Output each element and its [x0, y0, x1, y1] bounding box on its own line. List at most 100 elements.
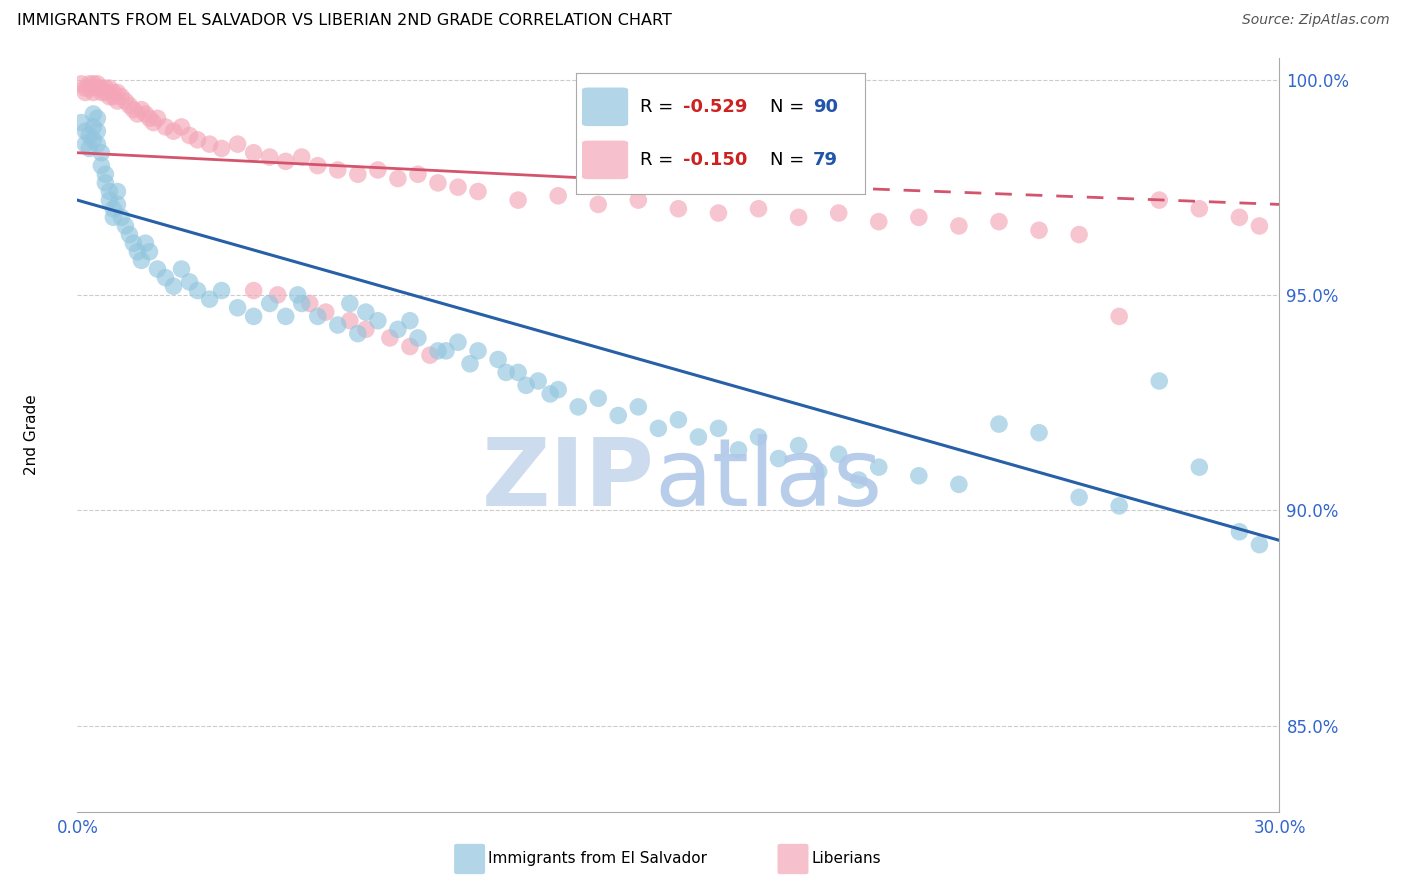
Point	[267, 288, 290, 302]
Point	[707, 421, 730, 435]
Point	[868, 460, 890, 475]
Point	[94, 86, 117, 100]
Point	[347, 167, 370, 181]
Point	[110, 89, 132, 103]
Point	[291, 150, 314, 164]
Point	[259, 150, 281, 164]
Point	[447, 180, 470, 194]
Point	[86, 137, 108, 152]
Point	[787, 211, 810, 225]
Point	[354, 305, 377, 319]
Point	[948, 219, 970, 233]
Point	[399, 340, 422, 354]
Point	[908, 211, 931, 225]
Point	[98, 193, 121, 207]
Point	[146, 262, 169, 277]
Point	[118, 98, 141, 112]
Point	[768, 451, 790, 466]
Point	[307, 310, 329, 324]
Point	[419, 348, 441, 362]
Point	[508, 365, 530, 379]
Point	[274, 154, 297, 169]
Point	[807, 465, 830, 479]
Point	[82, 86, 104, 100]
Point	[647, 421, 669, 435]
Point	[127, 107, 149, 121]
Point	[90, 86, 112, 100]
Point	[82, 77, 104, 91]
Point	[86, 77, 108, 91]
Point	[948, 477, 970, 491]
Point	[122, 236, 145, 251]
Point	[399, 314, 422, 328]
Point	[110, 211, 132, 225]
Text: 2nd Grade: 2nd Grade	[24, 394, 39, 475]
Point	[146, 112, 169, 126]
Point	[98, 185, 121, 199]
Point	[339, 314, 361, 328]
Text: Liberians: Liberians	[811, 852, 882, 866]
Point	[607, 409, 630, 423]
Point	[94, 81, 117, 95]
Point	[1108, 310, 1130, 324]
Point	[170, 262, 193, 277]
Point	[748, 430, 770, 444]
Point	[187, 133, 209, 147]
Point	[226, 301, 249, 315]
Point	[1229, 211, 1251, 225]
Point	[367, 314, 389, 328]
Point	[82, 107, 104, 121]
Point	[1188, 202, 1211, 216]
Point	[467, 343, 489, 358]
Point	[515, 378, 537, 392]
Point	[226, 137, 249, 152]
Point	[107, 86, 129, 100]
Point	[134, 236, 156, 251]
Text: Source: ZipAtlas.com: Source: ZipAtlas.com	[1241, 13, 1389, 28]
Point	[114, 219, 136, 233]
Point	[588, 197, 610, 211]
Point	[242, 284, 264, 298]
Point	[1188, 460, 1211, 475]
Point	[75, 137, 97, 152]
Point	[339, 296, 361, 310]
Point	[567, 400, 589, 414]
Point	[75, 86, 97, 100]
Text: Immigrants from El Salvador: Immigrants from El Salvador	[488, 852, 707, 866]
Point	[707, 206, 730, 220]
Point	[211, 284, 233, 298]
Point	[86, 81, 108, 95]
Point	[134, 107, 156, 121]
Point	[547, 383, 569, 397]
Point	[138, 112, 160, 126]
Point	[79, 141, 101, 155]
Point	[86, 124, 108, 138]
Point	[828, 447, 851, 461]
Text: IMMIGRANTS FROM EL SALVADOR VS LIBERIAN 2ND GRADE CORRELATION CHART: IMMIGRANTS FROM EL SALVADOR VS LIBERIAN …	[17, 13, 672, 29]
Point	[427, 343, 450, 358]
Point	[627, 193, 650, 207]
Point	[527, 374, 550, 388]
Point	[287, 288, 309, 302]
Point	[908, 468, 931, 483]
Point	[406, 167, 429, 181]
Point	[90, 159, 112, 173]
Point	[668, 413, 690, 427]
Point	[162, 279, 184, 293]
Point	[198, 292, 221, 306]
Point	[988, 214, 1011, 228]
Point	[187, 284, 209, 298]
Point	[508, 193, 530, 207]
Point	[486, 352, 509, 367]
Text: ZIP: ZIP	[481, 434, 654, 526]
Point	[75, 81, 97, 95]
Point	[103, 86, 125, 100]
Point	[82, 120, 104, 134]
Point	[79, 128, 101, 143]
Point	[868, 214, 890, 228]
Point	[748, 202, 770, 216]
Point	[988, 417, 1011, 431]
Point	[1028, 223, 1050, 237]
Point	[547, 189, 569, 203]
Point	[79, 77, 101, 91]
